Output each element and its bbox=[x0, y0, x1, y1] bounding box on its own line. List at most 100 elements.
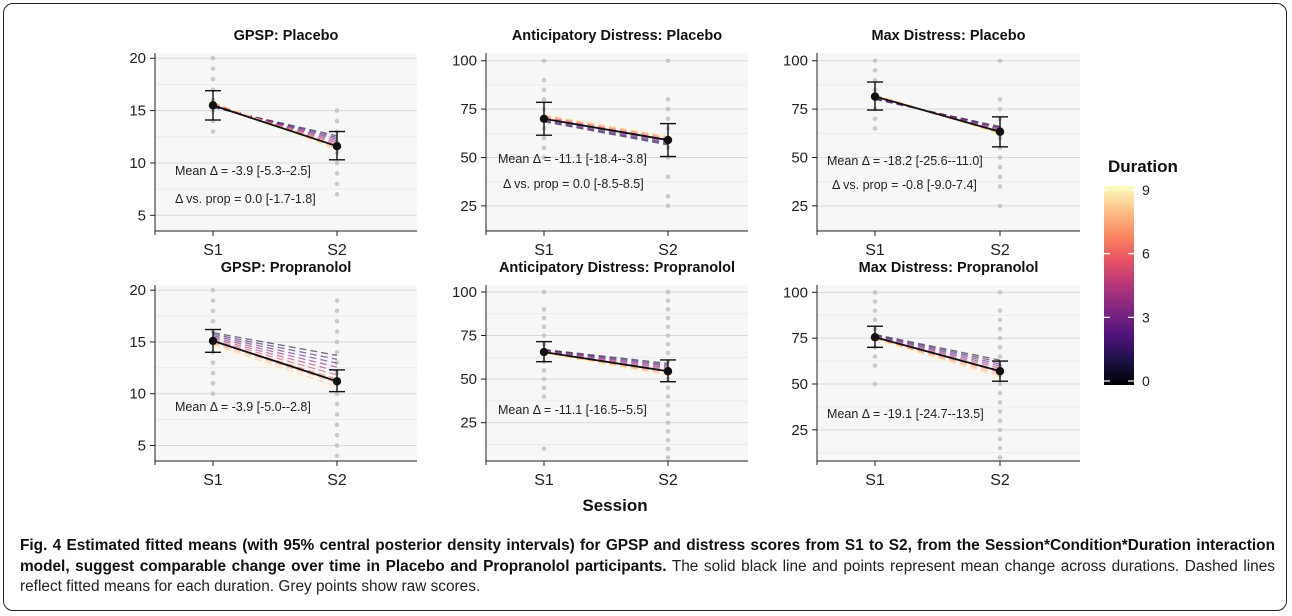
panel-background bbox=[817, 285, 1080, 461]
raw-point bbox=[997, 184, 1003, 189]
raw-point bbox=[541, 394, 547, 399]
raw-point bbox=[541, 289, 547, 295]
raw-point bbox=[997, 455, 1003, 460]
raw-point bbox=[665, 307, 671, 312]
mean-point bbox=[332, 141, 342, 151]
raw-point bbox=[872, 126, 878, 131]
raw-point bbox=[665, 333, 671, 338]
duration-line bbox=[543, 114, 669, 137]
raw-point bbox=[334, 443, 340, 448]
raw-point bbox=[210, 66, 216, 72]
raw-point bbox=[872, 381, 878, 387]
annotation-text: Mean Δ = -3.9 [-5.0--2.8] bbox=[175, 400, 311, 414]
raw-point bbox=[665, 193, 671, 199]
annotation-text: Mean Δ = -3.9 [-5.3--2.5] bbox=[175, 164, 311, 178]
raw-point bbox=[541, 307, 547, 312]
mean-line bbox=[212, 340, 338, 383]
x-tick-label: S1 bbox=[865, 472, 885, 489]
raw-point bbox=[997, 390, 1003, 396]
raw-point bbox=[210, 129, 216, 134]
y-tick-label: 5 bbox=[138, 437, 146, 454]
x-tick-label: S1 bbox=[534, 242, 554, 259]
raw-point bbox=[872, 58, 878, 64]
raw-point bbox=[665, 289, 671, 295]
raw-point bbox=[334, 108, 340, 113]
y-tick-label: 15 bbox=[129, 334, 146, 351]
raw-point bbox=[872, 363, 878, 368]
duration-line bbox=[543, 120, 669, 145]
raw-point bbox=[665, 420, 671, 425]
figure-frame bbox=[3, 3, 1287, 611]
raw-point bbox=[541, 58, 547, 64]
raw-point bbox=[665, 341, 671, 347]
panel-6: 25 50 75 100 S1 S2 Max Distress: Propranolol Me… bbox=[783, 260, 1080, 489]
raw-point bbox=[334, 160, 340, 166]
panels: 5 10 15 20 S1 S2 GPSP: Placebo Mean Δ = -3.9 [-… bbox=[129, 28, 1080, 489]
panel-background bbox=[486, 285, 748, 461]
mean-point bbox=[208, 101, 218, 110]
y-tick-label: 15 bbox=[129, 103, 146, 120]
raw-point bbox=[872, 290, 878, 295]
panel-3: 25 50 75 100 S1 S2 Max Distress: Placebo Mean Δ… bbox=[783, 28, 1080, 259]
panel-1: 5 10 15 20 S1 S2 GPSP: Placebo Mean Δ = -3.9 [-… bbox=[129, 28, 417, 259]
annotation-text: Δ vs. prop = -0.8 [-9.0-7.4] bbox=[832, 178, 977, 192]
y-tick-label: 100 bbox=[783, 53, 808, 70]
raw-point bbox=[997, 155, 1003, 160]
figure-svg: 5 10 15 20 S1 S2 GPSP: Placebo Mean Δ = -3.9 [-… bbox=[129, 28, 1178, 515]
mean-line bbox=[543, 351, 669, 373]
raw-point bbox=[665, 455, 671, 460]
raw-point bbox=[210, 298, 216, 303]
raw-point bbox=[997, 381, 1003, 387]
figure-caption: Fig. 4 Estimated fitted means (with 95% … bbox=[20, 536, 1275, 598]
duration-line bbox=[543, 350, 669, 369]
y-tick-label: 100 bbox=[452, 284, 477, 301]
raw-point bbox=[210, 381, 216, 386]
raw-point bbox=[665, 402, 671, 408]
panel-title: Anticipatory Distress: Propranolol bbox=[499, 260, 735, 276]
y-tick-label: 75 bbox=[460, 101, 477, 118]
raw-point bbox=[210, 287, 216, 293]
annotation-text: Δ vs. prop = 0.0 [-1.7-1.8] bbox=[175, 192, 316, 206]
caption-text: The solid black line and points represen… bbox=[20, 557, 1275, 596]
y-tick-label: 10 bbox=[129, 386, 146, 403]
panel-4: 5 10 15 20 S1 S2 GPSP: Propranolol Mean Δ = -3.… bbox=[129, 260, 417, 489]
raw-point bbox=[997, 58, 1003, 64]
raw-point bbox=[997, 174, 1003, 180]
y-tick-label: 75 bbox=[460, 328, 477, 345]
raw-point bbox=[665, 385, 671, 391]
raw-point bbox=[210, 318, 216, 324]
raw-point bbox=[665, 446, 671, 452]
raw-point bbox=[541, 77, 547, 83]
raw-point bbox=[665, 174, 671, 180]
raw-point bbox=[997, 317, 1003, 323]
legend-tick-label: 3 bbox=[1142, 309, 1150, 325]
raw-point bbox=[334, 422, 340, 428]
raw-point bbox=[665, 315, 671, 321]
raw-point bbox=[541, 315, 547, 321]
x-axis-title: Session bbox=[582, 496, 647, 515]
panel-title: Anticipatory Distress: Placebo bbox=[512, 28, 722, 44]
raw-point bbox=[997, 97, 1003, 102]
duration-line bbox=[543, 352, 669, 376]
raw-point bbox=[334, 318, 340, 324]
annotation-text: Mean Δ = -11.1 [-18.4--3.8] bbox=[498, 152, 647, 166]
mean-line bbox=[212, 104, 338, 148]
raw-point bbox=[665, 116, 671, 122]
duration-line bbox=[543, 113, 669, 136]
y-tick-label: 50 bbox=[791, 149, 808, 166]
raw-point bbox=[210, 370, 216, 376]
raw-point bbox=[334, 391, 340, 397]
y-tick-label: 10 bbox=[129, 155, 146, 172]
mean-point bbox=[663, 367, 673, 376]
x-tick-label: S2 bbox=[658, 472, 678, 489]
raw-point bbox=[334, 181, 340, 187]
duration-line bbox=[543, 119, 669, 144]
raw-point bbox=[334, 308, 340, 314]
raw-point bbox=[334, 118, 340, 124]
raw-point bbox=[334, 192, 340, 197]
raw-point bbox=[997, 308, 1003, 313]
raw-point bbox=[541, 135, 547, 141]
duration-line bbox=[543, 115, 669, 140]
mean-point bbox=[870, 333, 880, 342]
raw-point bbox=[334, 349, 340, 355]
